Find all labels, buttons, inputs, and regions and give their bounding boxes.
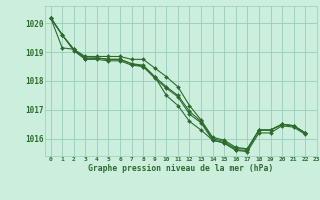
X-axis label: Graphe pression niveau de la mer (hPa): Graphe pression niveau de la mer (hPa) [88,164,273,173]
